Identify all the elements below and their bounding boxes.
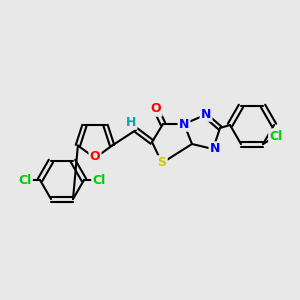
Text: N: N	[210, 142, 220, 155]
Text: O: O	[151, 103, 161, 116]
Text: O: O	[90, 151, 100, 164]
Text: Cl: Cl	[269, 130, 283, 142]
Text: H: H	[126, 116, 136, 128]
Text: S: S	[158, 157, 166, 169]
Text: N: N	[201, 107, 211, 121]
Text: Cl: Cl	[18, 173, 32, 187]
Text: Cl: Cl	[92, 173, 106, 187]
Text: N: N	[179, 118, 189, 130]
